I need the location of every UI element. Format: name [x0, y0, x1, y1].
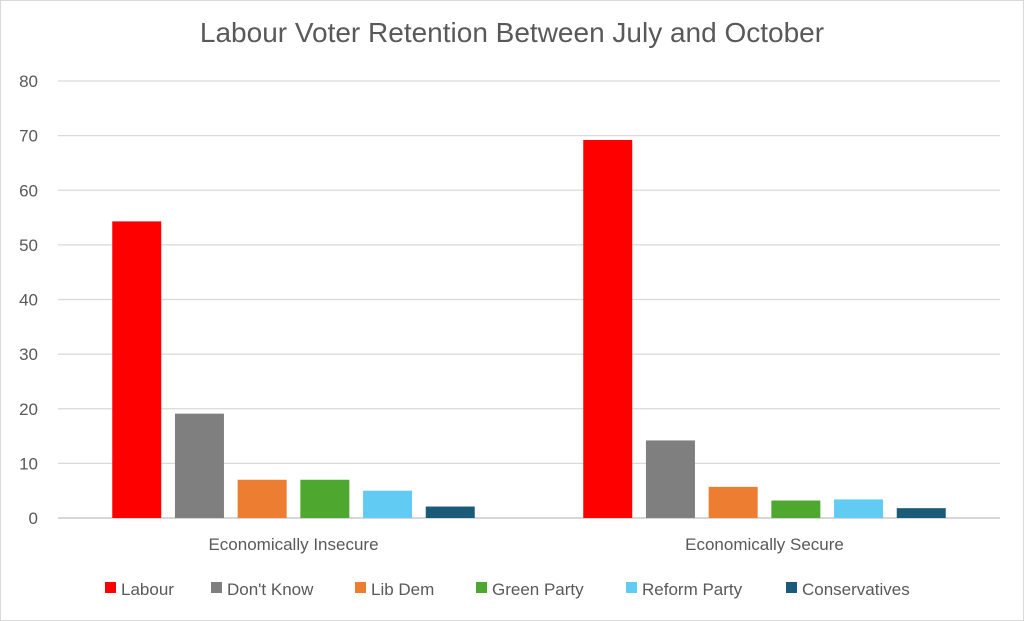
legend-label: Labour: [121, 580, 174, 599]
y-tick-label: 10: [19, 454, 38, 473]
legend-item: Lib Dem: [355, 580, 434, 599]
x-category-label: Economically Insecure: [208, 535, 378, 554]
y-tick-label: 80: [19, 72, 38, 91]
legend-swatch: [355, 582, 366, 593]
bar-lib-dem: [708, 486, 758, 518]
y-tick-label: 30: [19, 345, 38, 364]
legend-item: Don't Know: [211, 580, 314, 599]
legend-label: Conservatives: [802, 580, 910, 599]
bar-reform-party: [834, 499, 884, 518]
x-axis-labels: Economically Insecure Economically Secure: [208, 535, 843, 554]
bar-don-t-know: [174, 413, 224, 518]
legend: Labour Don't Know Lib Dem Green Party Reform…: [105, 580, 910, 599]
y-tick-label: 20: [19, 400, 38, 419]
legend-label: Reform Party: [642, 580, 743, 599]
legend-label: Lib Dem: [371, 580, 434, 599]
legend-item: Reform Party: [626, 580, 743, 599]
legend-item: Labour: [105, 580, 174, 599]
y-tick-label: 40: [19, 291, 38, 310]
y-tick-label: 70: [19, 127, 38, 146]
chart-title: Labour Voter Retention Between July and …: [200, 17, 824, 48]
y-tick-label: 0: [29, 509, 38, 528]
y-tick-label: 50: [19, 236, 38, 255]
legend-swatch: [211, 582, 222, 593]
legend-swatch: [476, 582, 487, 593]
bar-labour: [583, 139, 633, 518]
bar-don-t-know: [645, 440, 695, 518]
bar-reform-party: [363, 490, 413, 518]
legend-swatch: [105, 582, 116, 593]
y-tick-label: 60: [19, 181, 38, 200]
legend-label: Green Party: [492, 580, 584, 599]
bars: [112, 139, 946, 519]
legend-label: Don't Know: [227, 580, 314, 599]
legend-item: Green Party: [476, 580, 584, 599]
bar-green-party: [300, 479, 350, 518]
legend-item: Conservatives: [786, 580, 910, 599]
x-category-label: Economically Secure: [685, 535, 844, 554]
bar-labour: [112, 221, 162, 519]
bar-green-party: [771, 500, 821, 518]
y-axis-ticks: 0 10 20 30 40 50 60 70 80: [19, 72, 38, 528]
legend-swatch: [786, 582, 797, 593]
bar-conservatives: [896, 508, 946, 518]
bar-conservatives: [425, 506, 475, 518]
bar-lib-dem: [237, 479, 287, 518]
legend-swatch: [626, 582, 637, 593]
